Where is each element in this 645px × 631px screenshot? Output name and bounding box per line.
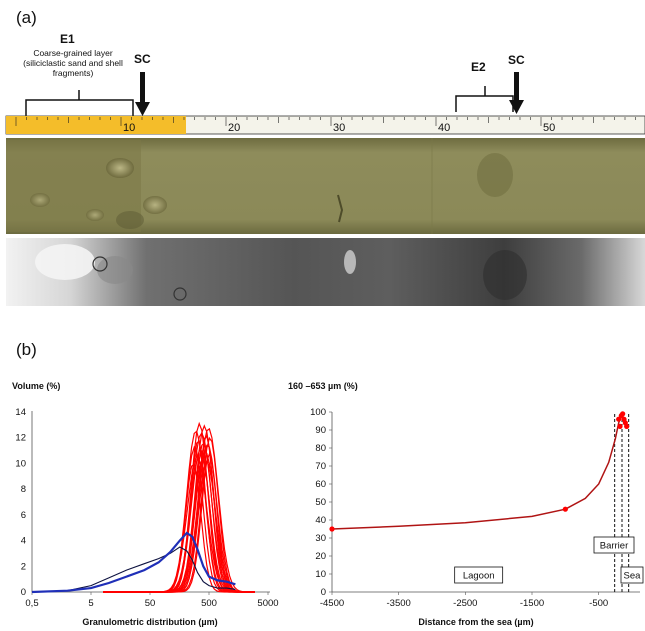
core-photo <box>6 138 645 234</box>
right-x-tick-label: -2500 <box>453 598 477 609</box>
panel-b-charts: Volume (%) Granulometric distribution (µ… <box>12 381 644 627</box>
right-y-tick-label: 20 <box>315 551 326 562</box>
distance-marker <box>616 416 622 422</box>
left-y-tick-label: 6 <box>21 510 26 521</box>
left-x-axis-title: Granulometric distribution (µm) <box>82 617 217 627</box>
core-xray <box>6 238 645 306</box>
left-x-tick-label: 500 <box>201 598 217 609</box>
left-y-axis-title: Volume (%) <box>12 381 60 391</box>
e1-title: E1 <box>60 32 75 46</box>
right-y-tick-label: 90 <box>315 425 326 436</box>
zone-label: Barrier <box>600 541 629 552</box>
e1-bracket <box>25 99 134 116</box>
right-x-axis-title: Distance from the sea (µm) <box>418 617 533 627</box>
right-y-tick-label: 60 <box>315 479 326 490</box>
left-y-tick-label: 10 <box>15 458 26 469</box>
red-series-line <box>103 459 255 593</box>
left-x-tick-label: 50 <box>145 598 156 609</box>
zone-label: Lagoon <box>463 571 495 582</box>
right-y-tick-label: 50 <box>315 497 326 508</box>
distance-chart: 160 –653 µm (%) Distance from the sea (µ… <box>288 381 644 627</box>
e2-title: E2 <box>471 60 486 74</box>
left-x-tick-label: 5000 <box>257 598 278 609</box>
ruler-label: 50 <box>543 122 555 134</box>
e1-caption-line-2: (siliciclastic sand and shell <box>23 58 123 68</box>
left-y-tick-label: 12 <box>15 433 26 444</box>
distance-marker <box>617 423 623 429</box>
right-y-tick-label: 40 <box>315 515 326 526</box>
e2-bracket <box>455 95 514 112</box>
right-y-tick-label: 100 <box>310 407 326 418</box>
right-x-tick-label: -1500 <box>520 598 544 609</box>
red-series-line <box>103 463 255 593</box>
right-y-tick-label: 80 <box>315 443 326 454</box>
ruler-label: 40 <box>438 122 450 134</box>
distance-marker <box>562 506 568 512</box>
left-y-tick-label: 8 <box>21 484 26 495</box>
sc-right-label: SC <box>508 53 525 67</box>
sc-right-arrow <box>509 72 524 114</box>
left-y-tick-label: 0 <box>21 587 26 598</box>
right-x-tick-label: -4500 <box>320 598 344 609</box>
left-y-tick-label: 2 <box>21 561 26 572</box>
e1-caption-line-3: fragments) <box>52 68 94 78</box>
distance-series-line <box>331 417 622 530</box>
right-y-tick-label: 0 <box>321 587 326 598</box>
right-y-tick-label: 30 <box>315 533 326 544</box>
right-y-tick-label: 10 <box>315 569 326 580</box>
zone-label-box <box>593 536 635 554</box>
panel-b-label: (b) <box>16 340 37 359</box>
distance-marker <box>620 411 626 417</box>
zone-label-box <box>620 566 644 584</box>
grain-size-chart: Volume (%) Granulometric distribution (µ… <box>12 381 279 627</box>
zone-label-box <box>454 566 504 584</box>
red-series-line <box>103 457 255 593</box>
zone-label: Sea <box>624 571 642 582</box>
e1-caption-line-1: Coarse-grained layer <box>33 48 113 58</box>
left-y-tick-label: 4 <box>21 536 26 547</box>
navy-series-line <box>31 546 236 593</box>
blue-series-line <box>31 531 236 594</box>
ruler-label: 20 <box>228 122 240 134</box>
right-x-tick-label: -500 <box>589 598 608 609</box>
left-x-tick-label: 5 <box>88 598 93 609</box>
ruler-label: 10 <box>123 122 135 134</box>
right-x-tick-label: -3500 <box>387 598 411 609</box>
e1-caption: Coarse-grained layer (siliciclastic sand… <box>6 48 140 78</box>
ruler-label: 30 <box>333 122 345 134</box>
sc-left-arrow <box>135 72 150 116</box>
left-x-tick-label: 0,5 <box>25 598 38 609</box>
sc-left-label: SC <box>134 52 151 66</box>
distance-marker <box>329 526 335 532</box>
left-y-tick-label: 14 <box>15 407 26 418</box>
right-y-tick-label: 70 <box>315 461 326 472</box>
panel-a-label: (a) <box>16 8 37 27</box>
distance-marker <box>624 423 630 429</box>
right-y-axis-title: 160 –653 µm (%) <box>288 381 358 391</box>
